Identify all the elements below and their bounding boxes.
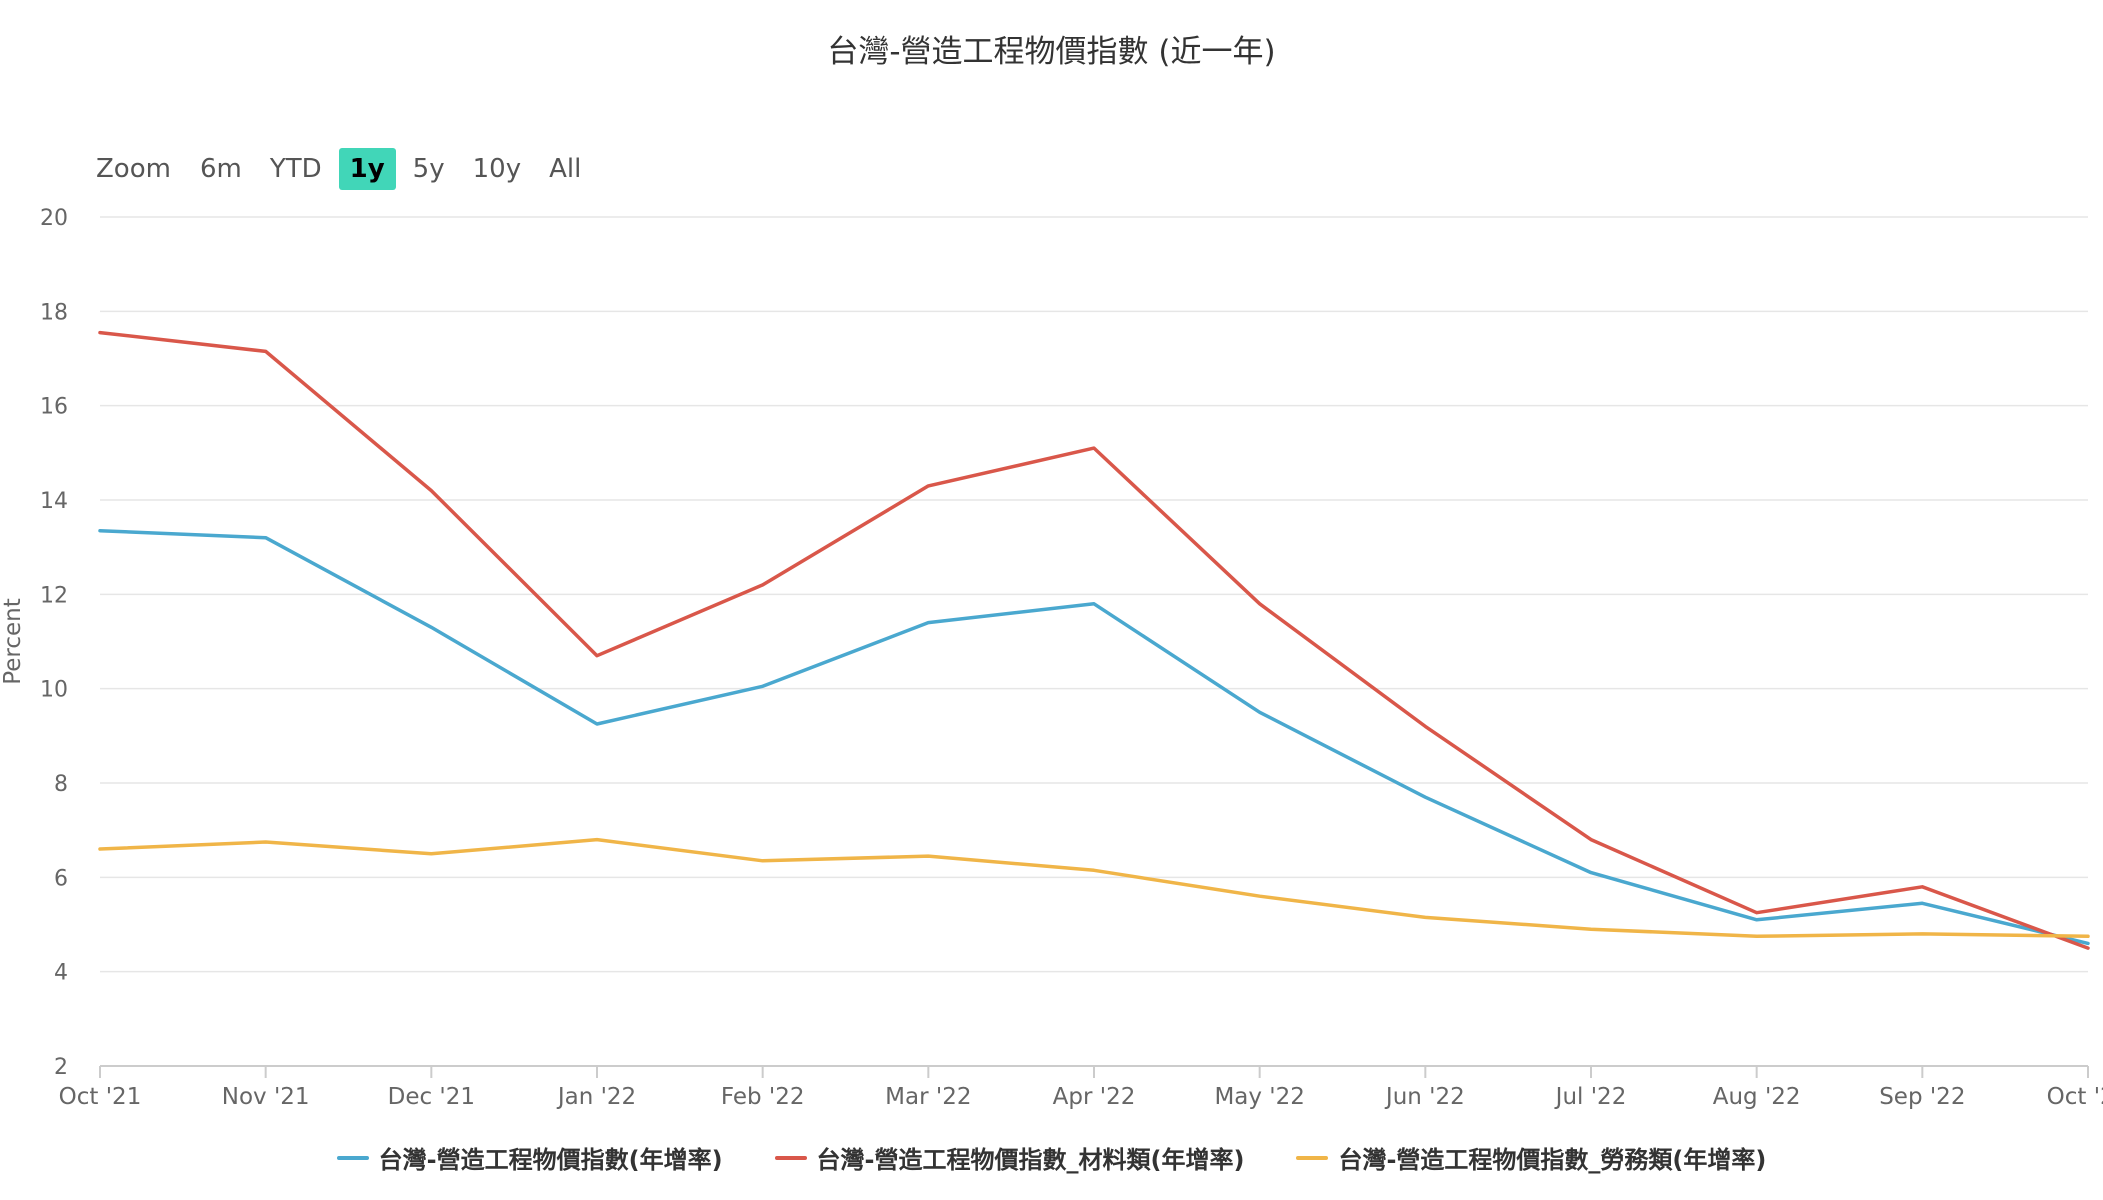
- y-axis-label: Percent: [0, 598, 26, 685]
- legend-label-labor: 台灣-營造工程物價指數_勞務類(年增率): [1338, 1146, 1767, 1174]
- zoom-selector: Zoom 6m YTD 1y 5y 10y All: [96, 146, 598, 192]
- zoom-6m-button[interactable]: 6m: [199, 154, 242, 184]
- legend-swatch-total: [336, 1155, 369, 1160]
- y-tick-label: 8: [54, 772, 68, 797]
- y-tick-label: 2: [54, 1055, 68, 1080]
- x-tick-label: Aug '22: [1713, 1084, 1801, 1110]
- series-line-total: [98, 528, 2090, 946]
- zoom-5y-button[interactable]: 5y: [412, 154, 445, 184]
- x-tick-label: May '22: [1214, 1084, 1304, 1110]
- legend-label-total: 台灣-營造工程物價指數(年增率): [378, 1146, 723, 1174]
- zoom-ytd-button[interactable]: YTD: [269, 154, 322, 184]
- zoom-1y-button[interactable]: 1y: [338, 148, 396, 190]
- x-tick-label: Oct '22: [2047, 1084, 2103, 1110]
- x-tick-label: Jan '22: [556, 1084, 636, 1110]
- x-tick-label: Jul '22: [1554, 1084, 1627, 1110]
- x-tick-label: Oct '21: [59, 1084, 142, 1110]
- series-line-labor: [98, 837, 2090, 939]
- y-tick-label: 10: [40, 678, 68, 703]
- x-tick-label: Mar '22: [885, 1084, 971, 1110]
- legend-item-total[interactable]: 台灣-營造工程物價指數(年增率): [336, 1140, 723, 1175]
- y-tick-label: 6: [54, 866, 68, 891]
- zoom-10y-button[interactable]: 10y: [472, 154, 522, 184]
- x-tick-label: Dec '21: [388, 1084, 475, 1110]
- y-tick-label: 16: [40, 395, 68, 420]
- y-tick-label: 12: [40, 583, 68, 608]
- chart-title: 台灣-營造工程物價指數 (近一年): [827, 34, 1276, 70]
- legend-item-labor[interactable]: 台灣-營造工程物價指數_勞務類(年增率): [1296, 1140, 1766, 1175]
- x-tick-label: Feb '22: [721, 1084, 805, 1110]
- legend: 台灣-營造工程物價指數(年增率) 台灣-營造工程物價指數_材料類(年增率) 台灣…: [0, 1140, 2103, 1175]
- x-tick-label: Nov '21: [222, 1084, 310, 1110]
- legend-label-materials: 台灣-營造工程物價指數_材料類(年增率): [816, 1146, 1245, 1174]
- legend-swatch-materials: [774, 1155, 807, 1160]
- y-tick-label: 4: [54, 961, 68, 986]
- legend-item-materials[interactable]: 台灣-營造工程物價指數_材料類(年增率): [774, 1140, 1245, 1175]
- legend-swatch-labor: [1296, 1155, 1329, 1160]
- y-tick-label: 18: [40, 300, 68, 325]
- y-tick-label: 14: [40, 489, 68, 514]
- series-line-materials: [98, 330, 2090, 950]
- y-tick-label: 20: [40, 206, 68, 231]
- zoom-all-button[interactable]: All: [549, 154, 582, 184]
- x-tick-label: Apr '22: [1053, 1084, 1136, 1110]
- x-tick-label: Jun '22: [1384, 1084, 1465, 1110]
- x-tick-label: Sep '22: [1879, 1084, 1965, 1110]
- zoom-label: Zoom: [96, 154, 171, 184]
